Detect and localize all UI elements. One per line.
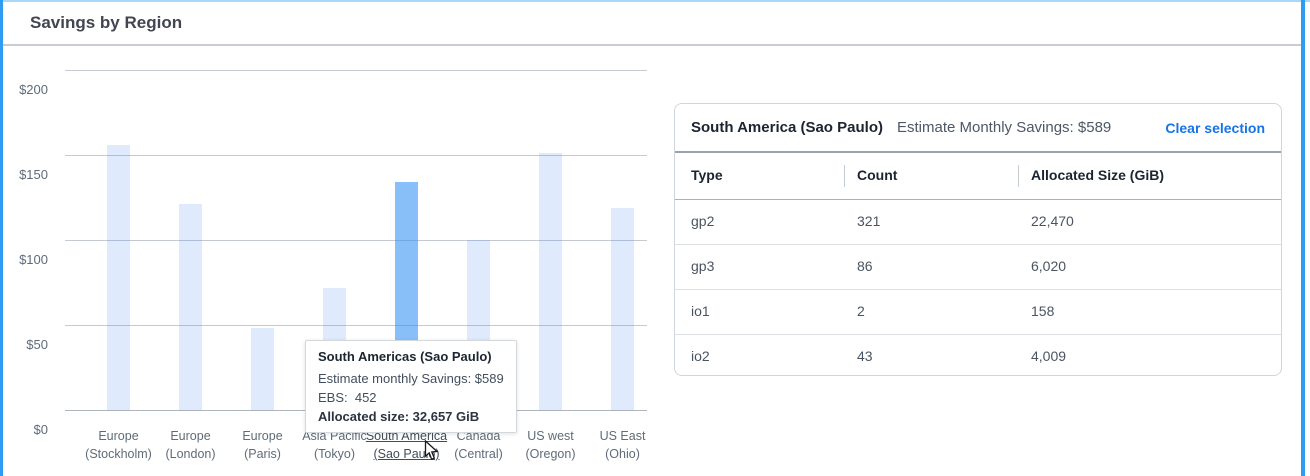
table-row: gp3 86 6,020 (675, 245, 1281, 290)
x-axis-label-europe-london[interactable]: Europe (London) (129, 427, 253, 463)
x-axis-label-line: Europe (98, 429, 139, 443)
tooltip-allocated-line: Allocated size: 32,657 GiB (318, 409, 480, 424)
y-axis-label: $200 (19, 82, 48, 97)
bar-europe-london[interactable] (179, 204, 202, 410)
bar-us-west-oregon[interactable] (539, 153, 562, 410)
column-header-count: Count (857, 167, 898, 183)
table-row: gp2 321 22,470 (675, 200, 1281, 245)
cell-size: 158 (1031, 303, 1055, 319)
x-axis-label-us-east-ohio[interactable]: US East (Ohio) (561, 427, 685, 463)
tooltip-ebs-line: EBS: 452 (318, 390, 377, 405)
chart-tooltip: South Americas (Sao Paulo) Estimate mont… (305, 340, 517, 433)
frame-border-right (1301, 0, 1305, 476)
x-axis-label-line: Europe (170, 429, 211, 443)
gridline-200 (65, 70, 647, 71)
x-axis-label-europe-stockholm[interactable]: Europe (Stockholm) (57, 427, 181, 463)
selection-detail-panel: South America (Sao Paulo) Estimate Month… (674, 103, 1282, 376)
column-divider (1018, 165, 1019, 187)
table-row: io1 2 158 (675, 290, 1281, 335)
clear-selection-link[interactable]: Clear selection (1165, 119, 1265, 136)
table-row: io2 43 4,009 (675, 335, 1281, 375)
volume-table-header-row: Type Count Allocated Size (GiB) (675, 153, 1281, 200)
x-axis-label-line: (Stockholm) (85, 447, 152, 461)
bar-europe-stockholm[interactable] (107, 144, 130, 410)
cell-type: gp3 (691, 258, 715, 274)
cell-size: 4,009 (1031, 348, 1067, 364)
x-axis-label-us-west-oregon[interactable]: US west (Oregon) (489, 427, 613, 463)
gridline-150 (65, 155, 647, 156)
cell-count: 86 (857, 258, 873, 274)
x-axis-label-line: (London) (165, 447, 216, 461)
selection-panel-header: South America (Sao Paulo) Estimate Month… (675, 104, 1281, 153)
tooltip-savings-line: Estimate monthly Savings: $589 (318, 371, 504, 386)
tooltip-title: South Americas (Sao Paulo) (318, 349, 492, 364)
column-divider (844, 165, 845, 187)
frame-border-left (0, 0, 3, 476)
x-axis-label-line: (Paris) (244, 447, 281, 461)
bar-us-east-ohio[interactable] (611, 207, 634, 410)
x-axis-label-line: (Tokyo) (314, 447, 355, 461)
x-axis-label-line: US west (527, 429, 574, 443)
title-divider (3, 44, 1301, 46)
cell-count: 43 (857, 348, 873, 364)
estimated-savings-text: Estimate Monthly Savings: $589 (896, 119, 1112, 136)
x-axis-label-line: (Sao Paulo) (373, 447, 440, 461)
cell-type: gp2 (691, 213, 715, 229)
gridline-50 (65, 325, 647, 326)
x-axis-label-line: Europe (242, 429, 283, 443)
y-axis-label: $0 (33, 422, 48, 437)
x-axis-label-line: (Oregon) (525, 447, 576, 461)
y-axis-label: $100 (19, 252, 48, 267)
cell-size: 22,470 (1031, 213, 1074, 229)
y-axis-label: $150 (19, 167, 48, 182)
bar-europe-paris[interactable] (251, 328, 274, 410)
cell-type: io1 (691, 303, 710, 319)
page-title: Savings by Region (30, 13, 183, 32)
x-axis-label-europe-paris[interactable]: Europe (Paris) (201, 427, 325, 463)
frame-border-top (0, 0, 1310, 2)
mouse-cursor-icon (424, 440, 439, 461)
cell-count: 2 (857, 303, 865, 319)
cell-count: 321 (857, 213, 881, 229)
selected-region-title: South America (Sao Paulo) (691, 119, 883, 136)
y-axis-label: $50 (26, 337, 48, 352)
cell-type: io2 (691, 348, 710, 364)
x-axis-label-line: (Central) (454, 447, 503, 461)
x-axis-label-line: (Ohio) (605, 447, 640, 461)
x-axis-label-line: US East (599, 429, 646, 443)
gridline-100 (65, 240, 647, 241)
column-header-allocated-size: Allocated Size (GiB) (1031, 167, 1165, 183)
column-header-type: Type (691, 167, 723, 183)
cell-size: 6,020 (1031, 258, 1067, 274)
